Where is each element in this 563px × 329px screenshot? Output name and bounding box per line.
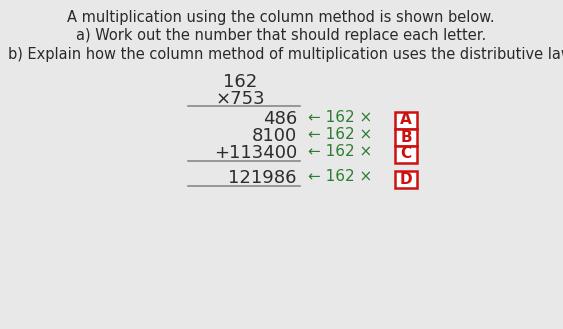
Text: ← 162 ×: ← 162 × [308, 127, 372, 142]
Text: ← 162 ×: ← 162 × [308, 169, 372, 184]
Text: A multiplication using the column method is shown below.: A multiplication using the column method… [67, 10, 495, 25]
Text: 486: 486 [263, 110, 297, 128]
Text: 162: 162 [223, 73, 257, 91]
Text: a) Work out the number that should replace each letter.: a) Work out the number that should repla… [76, 28, 486, 43]
Text: +113400: +113400 [214, 144, 297, 162]
Text: ← 162 ×: ← 162 × [308, 110, 372, 125]
Text: b) Explain how the column method of multiplication uses the distributive law.: b) Explain how the column method of mult… [8, 47, 563, 62]
Text: ← 162 ×: ← 162 × [308, 144, 372, 159]
FancyBboxPatch shape [395, 170, 417, 188]
FancyBboxPatch shape [395, 112, 417, 129]
Text: D: D [400, 171, 412, 187]
Text: C: C [400, 146, 412, 162]
FancyBboxPatch shape [395, 145, 417, 163]
Text: B: B [400, 130, 412, 144]
FancyBboxPatch shape [395, 129, 417, 145]
Text: 121986: 121986 [229, 169, 297, 187]
Text: ×753: ×753 [215, 90, 265, 108]
Text: A: A [400, 113, 412, 128]
Text: 8100: 8100 [252, 127, 297, 145]
